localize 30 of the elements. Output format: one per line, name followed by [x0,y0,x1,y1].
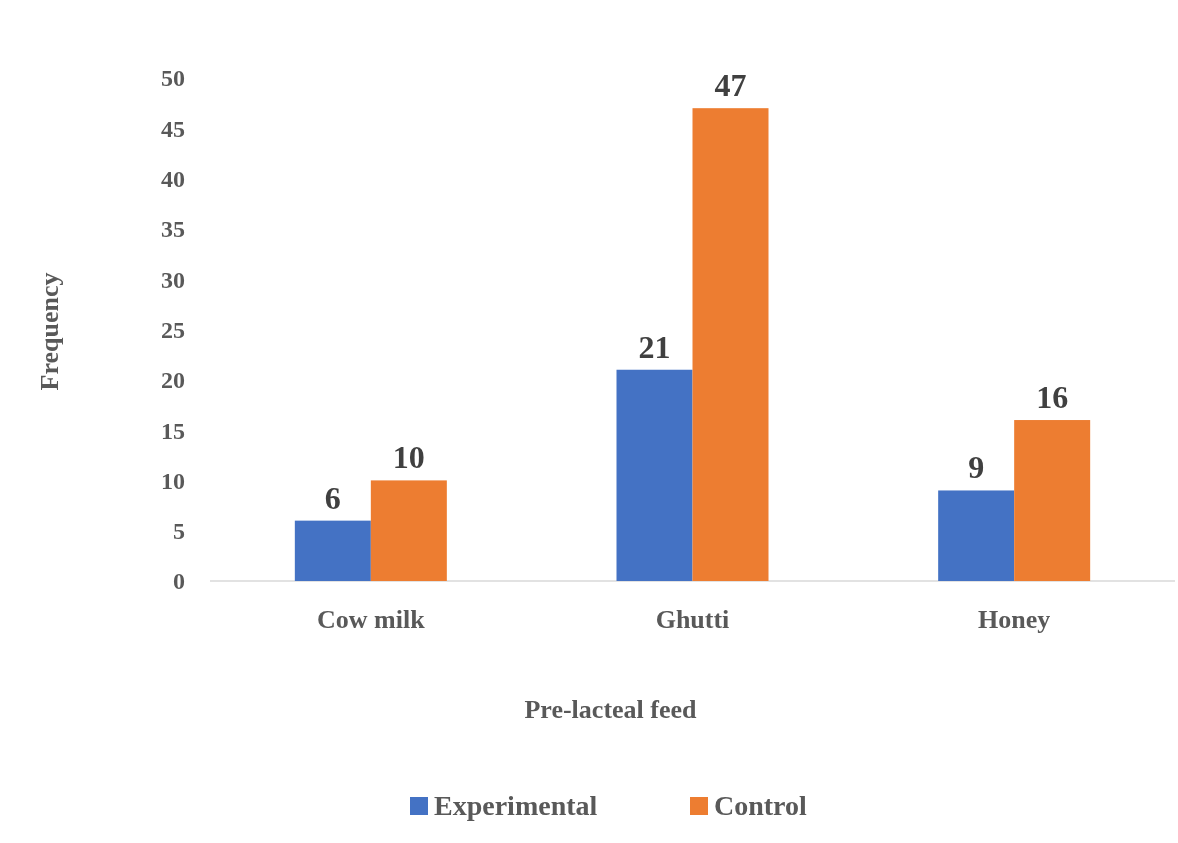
y-tick-label: 5 [173,518,185,545]
data-label: 21 [638,328,671,365]
y-tick-label: 15 [161,417,185,444]
bar [294,520,371,581]
y-tick-label: 25 [161,316,185,343]
bar [692,108,769,581]
y-tick-label: 45 [161,115,185,142]
legend-label: Control [714,790,808,821]
x-tick-label: Cow milk [317,605,426,634]
y-tick-label: 0 [173,568,185,595]
y-tick-label: 10 [161,467,185,494]
bar [616,369,693,581]
bar [938,490,1015,581]
y-tick-label: 35 [161,216,185,243]
data-label: 16 [1036,379,1069,416]
data-label: 47 [714,67,747,104]
legend-label: Experimental [434,790,598,821]
data-label: 10 [392,439,425,476]
y-tick-label: 30 [161,266,185,293]
y-axis-title: Frequency [35,272,64,391]
x-axis-title: Pre-lacteal feed [524,695,698,724]
x-tick-label: Ghutti [655,605,730,634]
bar [1014,420,1091,581]
data-label: 9 [968,449,985,486]
x-tick-label: Honey [978,605,1051,634]
data-label: 6 [324,479,341,516]
y-tick-label: 50 [161,65,185,92]
y-tick-label: 20 [161,367,185,394]
bar [370,480,447,581]
y-tick-label: 40 [161,166,185,192]
